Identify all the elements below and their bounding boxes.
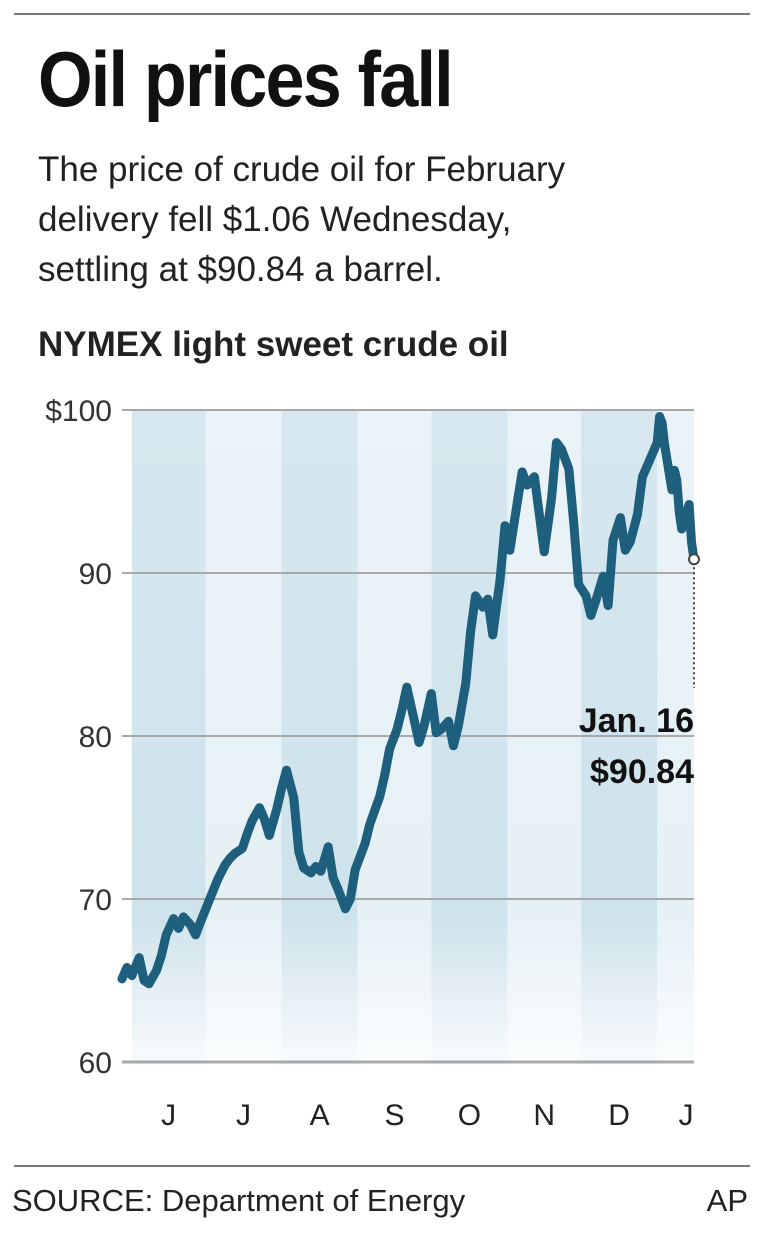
chart-title: NYMEX light sweet crude oil [38,325,509,364]
source-credit: SOURCE: Department of Energy [12,1183,466,1218]
subtitle-line: delivery fell $1.06 Wednesday, [38,200,512,239]
x-tick-label: J [236,1099,251,1132]
top-rule [14,13,750,15]
subtitle: The price of crude oil for February deli… [38,145,738,295]
line-chart: 60 70 80 90 $100 J J A S O N D J Jan. 16 $90.84 [45,395,700,1132]
y-tick-label: 70 [79,884,112,917]
annotation-marker [688,553,700,566]
series-line [117,412,699,989]
x-tick-label: D [608,1099,630,1132]
annotation-value: $90.84 [590,753,694,791]
subtitle-line: The price of crude oil for February [38,150,566,189]
annotation-date: Jan. 16 [579,702,694,740]
y-tick-label: 60 [79,1047,112,1080]
y-tick-label: 90 [79,558,112,591]
subtitle-line: settling at $90.84 a barrel. [38,250,443,289]
x-tick-label: J [161,1099,176,1132]
agency-credit: AP [706,1183,748,1218]
headline: Oil prices fall [38,35,454,123]
x-tick-label: J [679,1099,694,1132]
x-tick-label: O [458,1099,481,1132]
x-tick-label: S [384,1099,404,1132]
x-tick-label: N [533,1099,555,1132]
y-tick-label: $100 [45,395,112,428]
y-tick-label: 80 [79,721,112,754]
bottom-rule [14,1165,750,1167]
x-tick-label: A [310,1099,330,1132]
